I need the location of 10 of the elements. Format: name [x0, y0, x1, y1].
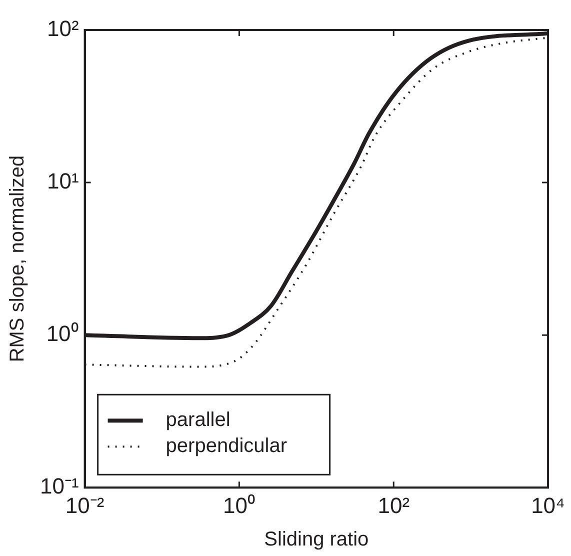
x-axis-title: Sliding ratio — [264, 528, 369, 551]
legend-label: perpendicular — [166, 435, 288, 458]
x-tick-label: 10⁴ — [531, 492, 566, 518]
y-tick-label: 10² — [47, 16, 79, 42]
x-tick-label: 10² — [378, 492, 410, 518]
legend-label: parallel — [166, 409, 230, 432]
y-tick-label: 10¹ — [47, 168, 79, 194]
y-tick-label: 10⁰ — [46, 321, 79, 346]
y-axis-title: RMS slope, normalized — [6, 155, 29, 362]
x-tick-label: 10⁰ — [222, 492, 256, 518]
